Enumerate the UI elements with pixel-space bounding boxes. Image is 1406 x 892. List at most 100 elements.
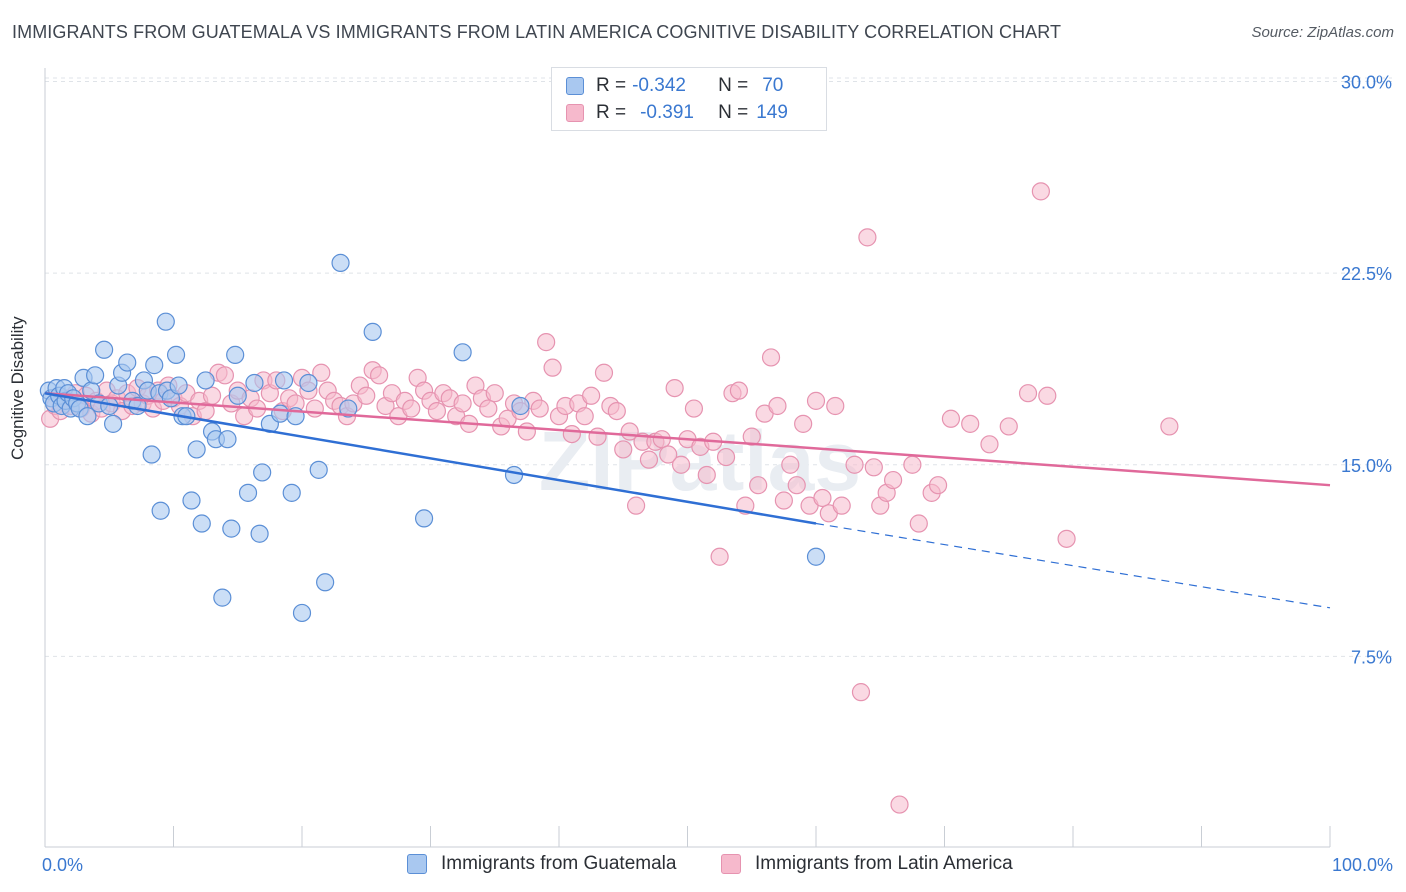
data-point-guatemala xyxy=(142,445,161,464)
data-point-latin xyxy=(864,458,883,477)
data-point-latin xyxy=(813,488,832,508)
data-point-latin xyxy=(768,396,787,416)
data-point-latin xyxy=(575,407,594,426)
y-tick-label: 7.5% xyxy=(1351,647,1392,667)
data-point-latin xyxy=(357,386,376,405)
data-point-latin xyxy=(517,422,536,441)
data-point-guatemala xyxy=(504,465,524,485)
data-point-guatemala xyxy=(156,312,175,331)
data-point-latin xyxy=(652,430,671,449)
data-point-latin xyxy=(427,401,447,421)
data-point-guatemala xyxy=(218,430,237,449)
legend-n-value: 149 xyxy=(756,102,788,123)
data-point-guatemala xyxy=(331,253,350,273)
x-tick-label: 0.0% xyxy=(42,855,83,875)
data-point-latin xyxy=(202,386,222,405)
data-point-guatemala xyxy=(213,588,232,607)
data-point-latin xyxy=(909,514,928,533)
legend: R = -0.342 N = 70 R = -0.391 N = 149 xyxy=(551,67,827,131)
data-point-guatemala xyxy=(238,483,258,502)
data-point-guatemala xyxy=(414,509,434,528)
data-point-latin xyxy=(215,366,234,385)
data-point-guatemala xyxy=(118,353,137,372)
data-point-guatemala xyxy=(151,501,170,520)
data-point-latin xyxy=(890,795,909,814)
data-point-latin xyxy=(742,427,761,446)
data-point-latin xyxy=(485,384,504,403)
data-point-guatemala xyxy=(250,524,269,543)
y-tick-label: 15.0% xyxy=(1341,456,1392,476)
data-point-guatemala xyxy=(453,343,472,362)
data-point-latin xyxy=(729,381,749,400)
data-point-latin xyxy=(588,427,607,446)
data-point-guatemala xyxy=(309,460,328,479)
legend-r-label: R = xyxy=(596,75,627,96)
data-point-latin xyxy=(851,683,871,702)
trend-line-guatemala xyxy=(44,391,817,525)
data-point-latin xyxy=(582,386,601,405)
data-point-latin xyxy=(903,455,922,474)
legend-n-label: N = xyxy=(718,75,749,96)
chart-title: IMMIGRANTS FROM GUATEMALA VS IMMIGRANTS … xyxy=(12,22,1062,42)
y-tick-label: 22.5% xyxy=(1341,264,1392,284)
bottom-legend-label-latin: Immigrants from Latin America xyxy=(755,853,1013,874)
data-point-guatemala xyxy=(245,373,264,393)
data-point-latin xyxy=(832,496,851,515)
data-point-guatemala xyxy=(339,399,358,418)
data-point-latin xyxy=(845,455,864,474)
data-point-guatemala xyxy=(228,386,247,405)
data-point-latin xyxy=(312,363,331,382)
data-point-guatemala xyxy=(271,404,290,423)
data-point-guatemala xyxy=(78,407,97,426)
legend-n-value: 70 xyxy=(762,75,784,96)
data-point-latin xyxy=(607,401,626,421)
data-point-latin xyxy=(1018,384,1038,403)
legend-n-label: N = xyxy=(718,102,749,123)
data-point-guatemala xyxy=(511,396,530,416)
data-point-latin xyxy=(1038,386,1057,405)
data-point-latin xyxy=(883,470,903,490)
data-point-guatemala xyxy=(274,371,294,390)
data-point-guatemala xyxy=(95,340,114,359)
data-point-latin xyxy=(453,394,472,413)
legend-row-latin: R = -0.391 N = 149 xyxy=(566,101,788,125)
data-point-guatemala xyxy=(196,371,215,390)
data-point-latin xyxy=(562,424,581,444)
data-point-latin xyxy=(697,465,716,485)
data-point-latin xyxy=(980,435,999,454)
data-point-latin xyxy=(1031,182,1050,201)
axes xyxy=(44,68,1331,848)
data-point-latin xyxy=(684,399,704,418)
trend-line-latin xyxy=(44,391,1331,487)
data-point-guatemala xyxy=(166,345,186,364)
data-point-guatemala xyxy=(192,514,211,533)
data-point-latin xyxy=(614,440,633,459)
data-point-latin xyxy=(761,348,781,367)
data-point-latin xyxy=(639,450,659,469)
data-point-latin xyxy=(710,547,729,566)
data-point-latin xyxy=(941,409,961,428)
data-point-latin xyxy=(537,333,556,352)
legend-r-label: R = xyxy=(596,102,627,123)
data-point-guatemala xyxy=(806,547,826,566)
data-point-latin xyxy=(787,476,806,495)
data-point-guatemala xyxy=(226,345,245,364)
data-point-latin xyxy=(665,379,684,398)
guatemala-points xyxy=(39,253,826,623)
data-point-latin xyxy=(716,447,736,467)
data-point-latin xyxy=(961,414,980,433)
data-point-latin xyxy=(794,414,813,433)
data-point-guatemala xyxy=(182,491,201,510)
data-point-guatemala xyxy=(292,603,312,623)
data-point-guatemala xyxy=(222,519,241,538)
data-point-latin xyxy=(671,455,691,474)
tick-labels: 7.5% 15.0% 22.5% 30.0% 0.0% 100.0% xyxy=(42,73,1393,876)
data-point-latin xyxy=(594,363,614,382)
bottom-legend-latin: Immigrants from Latin America xyxy=(721,850,1013,878)
legend-swatch-guatemala xyxy=(566,77,584,95)
legend-row-guatemala: R = -0.342 N = 70 xyxy=(566,74,783,98)
data-point-guatemala xyxy=(169,376,188,395)
source-credit: Source: ZipAtlas.com xyxy=(1251,24,1394,41)
data-point-latin xyxy=(479,399,498,418)
data-point-latin xyxy=(530,399,549,418)
